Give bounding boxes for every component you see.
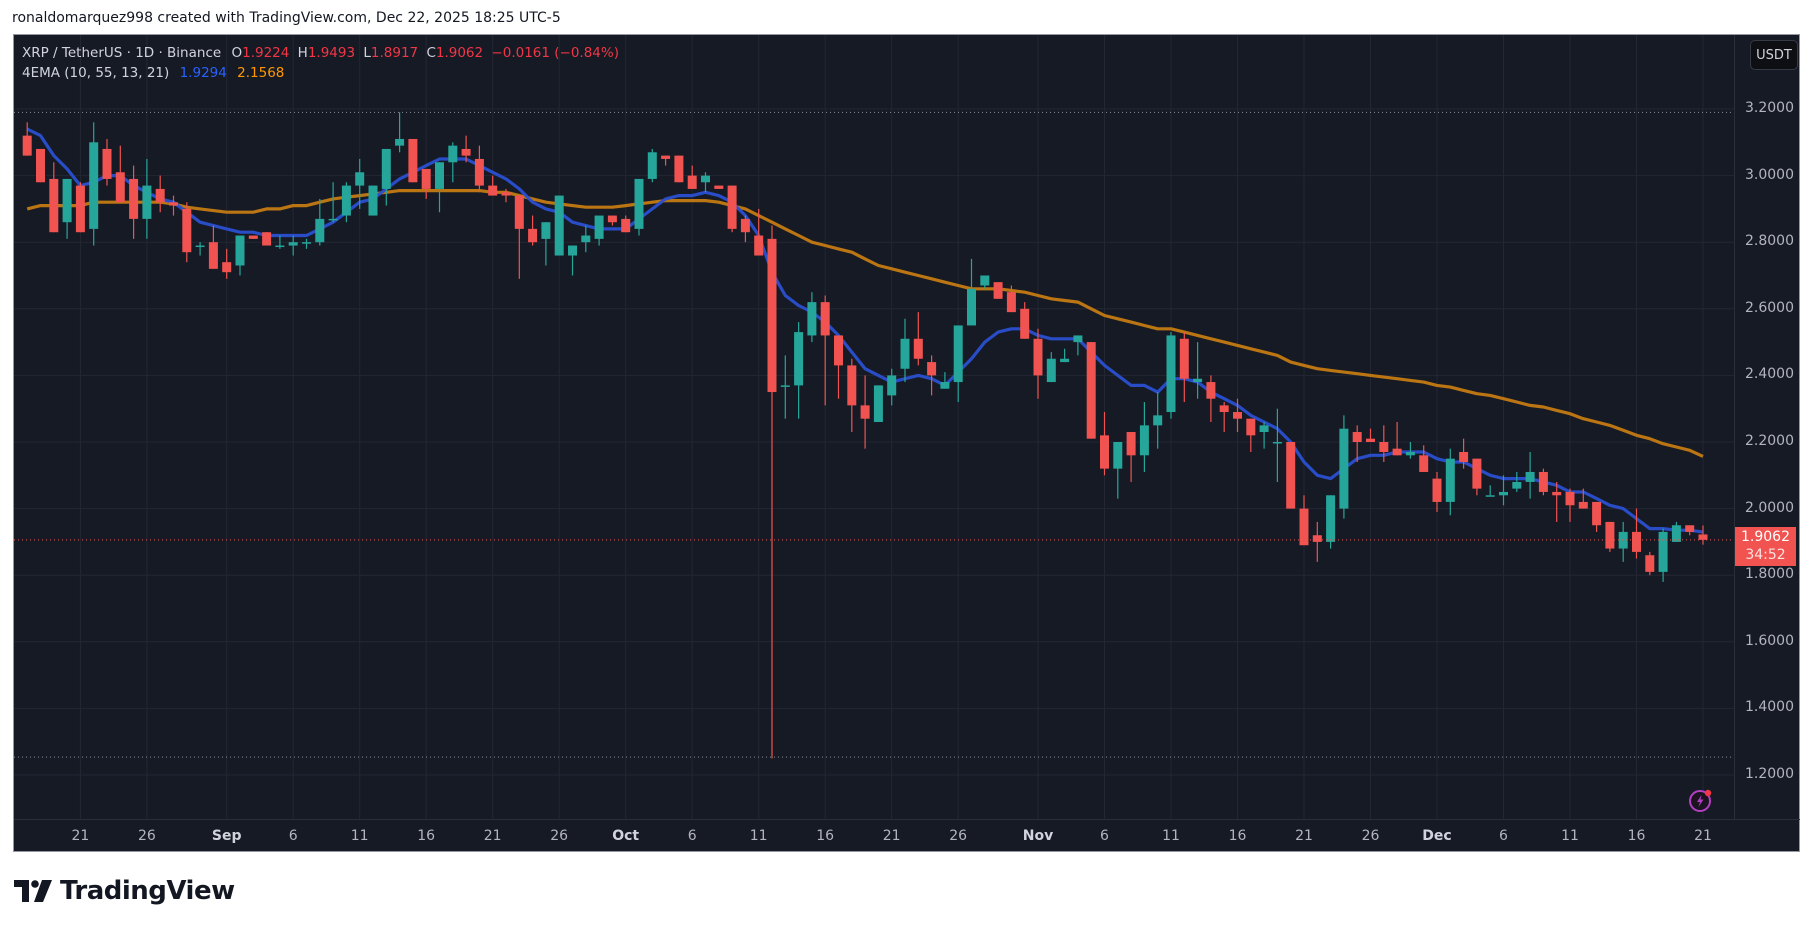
price-tick-label: 3.0000: [1745, 166, 1794, 183]
price-axis[interactable]: 3.2000 3.0000 2.8000 2.6000 2.4000 2.2000 2.00…: [1734, 35, 1801, 819]
time-tick-label: 16: [1228, 828, 1247, 844]
open-label: O: [231, 45, 243, 61]
time-tick-label: 11: [1162, 828, 1180, 844]
currency-button[interactable]: USDT: [1750, 40, 1798, 70]
indicator-title[interactable]: 4EMA (10, 55, 13, 21): [22, 65, 170, 81]
open-value: 1.9224: [242, 45, 290, 61]
time-tick-label: Oct: [612, 828, 640, 844]
time-axis[interactable]: 21 26 Sep 6 11 16 21 26 Oct 6 11 16 21 26 Nov 6 11 16 21 26…: [14, 819, 1800, 853]
high-value: 1.9493: [307, 45, 356, 61]
brand-name: TradingView: [60, 876, 235, 906]
price-tick-label: 1.4000: [1745, 699, 1794, 716]
time-tick-label: 26: [949, 828, 968, 844]
price-tick-label: 1.2000: [1745, 766, 1794, 782]
time-tick-label: 26: [137, 828, 156, 844]
price-tick-label: 2.0000: [1745, 499, 1794, 516]
tradingview-logo[interactable]: TradingView: [14, 876, 235, 906]
low-label: L: [363, 45, 371, 61]
last-price-label: 1.9062 34:52: [1735, 527, 1796, 566]
time-tick-label: 16: [1627, 828, 1646, 844]
indicator-row: 4EMA (10, 55, 13, 21) 1.9294 2.1568: [22, 63, 619, 83]
time-tick-label: Dec: [1422, 828, 1452, 844]
time-tick-label: 6: [687, 828, 697, 844]
time-tick-label: 21: [882, 828, 901, 844]
candlestick-plot[interactable]: [14, 35, 1734, 819]
time-tick-label: 11: [350, 828, 369, 844]
time-tick-label: 26: [1361, 828, 1380, 844]
change-value: −0.0161 (−0.84%): [491, 45, 619, 61]
price-tick-label: 2.4000: [1745, 366, 1794, 383]
time-tick-label: 21: [1295, 828, 1313, 844]
bar-countdown: 34:52: [1745, 547, 1786, 563]
price-tick-label: 2.2000: [1745, 433, 1794, 449]
time-tick-label: Nov: [1022, 828, 1054, 844]
price-tick-label: 3.2000: [1745, 100, 1794, 116]
price-tick-label: 1.6000: [1745, 632, 1794, 649]
alert-bolt-icon[interactable]: [1688, 787, 1714, 813]
ema-slow-value: 2.1568: [237, 65, 285, 81]
chart-credit: ronaldomarquez998 created with TradingVi…: [12, 10, 561, 26]
time-tick-label: 21: [1694, 828, 1712, 844]
chart-legend: XRP / TetherUS · 1D · Binance O1.9224 H1…: [22, 43, 619, 83]
ohlc-row: XRP / TetherUS · 1D · Binance O1.9224 H1…: [22, 43, 619, 63]
symbol-title[interactable]: XRP / TetherUS · 1D · Binance: [22, 45, 222, 61]
price-tick-label: 2.8000: [1745, 233, 1794, 250]
time-tick-label: 6: [288, 828, 298, 844]
chart-panel[interactable]: XRP / TetherUS · 1D · Binance O1.9224 H1…: [13, 34, 1800, 852]
close-value: 1.9062: [435, 45, 484, 61]
time-tick-label: 21: [483, 828, 502, 844]
time-tick-label: 16: [417, 828, 436, 844]
time-tick-label: 16: [816, 828, 835, 844]
time-tick-label: 6: [1100, 828, 1109, 844]
last-price-value: 1.9062: [1741, 529, 1790, 545]
high-label: H: [297, 45, 308, 61]
low-value: 1.8917: [370, 45, 419, 61]
time-tick-label: 6: [1499, 828, 1508, 844]
time-tick-label: 11: [1561, 828, 1579, 844]
price-tick-label: 1.8000: [1745, 566, 1794, 583]
time-tick-label: 11: [749, 828, 768, 844]
close-label: C: [426, 45, 436, 61]
time-tick-label: Sep: [211, 828, 242, 844]
time-tick-label: 26: [550, 828, 569, 844]
time-tick-label: 21: [71, 828, 90, 844]
tradingview-logo-icon: [14, 880, 52, 902]
price-tick-label: 2.6000: [1745, 299, 1794, 316]
ema-fast-value: 1.9294: [179, 65, 227, 81]
